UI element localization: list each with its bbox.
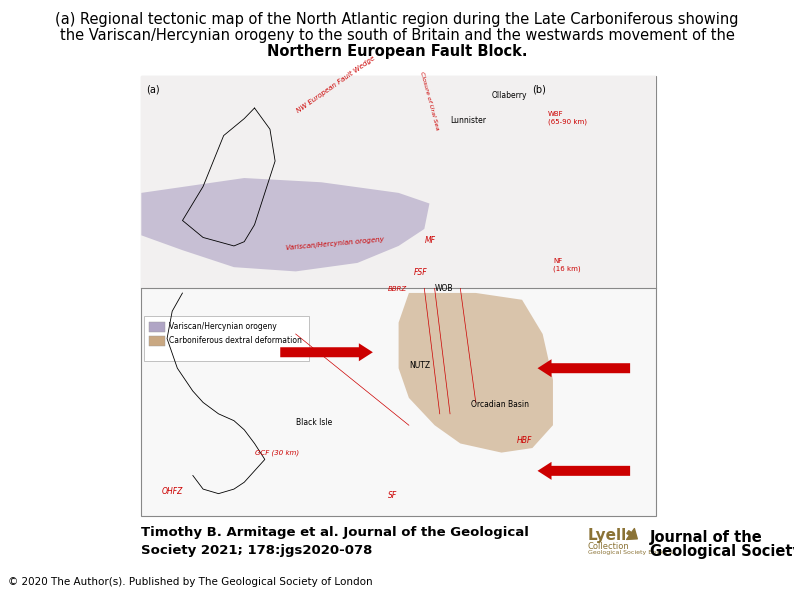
- Text: Carboniferous dextral deformation: Carboniferous dextral deformation: [169, 336, 303, 345]
- Text: Lunnister: Lunnister: [450, 116, 486, 125]
- Text: NF
(16 km): NF (16 km): [553, 258, 580, 272]
- Text: GCF (30 km): GCF (30 km): [255, 450, 299, 456]
- Bar: [141, 76, 656, 516]
- Polygon shape: [399, 293, 553, 453]
- Text: HBF: HBF: [517, 437, 532, 446]
- Text: Timothy B. Armitage et al. Journal of the Geological: Timothy B. Armitage et al. Journal of th…: [141, 527, 530, 540]
- Text: WBF
(65-90 km): WBF (65-90 km): [548, 111, 587, 125]
- Bar: [145, 316, 309, 361]
- Text: (a) Regional tectonic map of the North Atlantic region during the Late Carbonife: (a) Regional tectonic map of the North A…: [56, 12, 738, 27]
- Text: Collection: Collection: [588, 543, 630, 552]
- Text: Geological Society: Geological Society: [649, 544, 794, 559]
- Bar: [141, 76, 656, 289]
- Text: NUTZ: NUTZ: [409, 361, 430, 370]
- Text: Orcadian Basin: Orcadian Basin: [471, 400, 529, 409]
- Text: the Variscan/Hercynian orogeny to the south of Britain and the westwards movemen: the Variscan/Hercynian orogeny to the so…: [60, 28, 734, 43]
- Text: Geological Society Books &: Geological Society Books &: [588, 550, 673, 556]
- Text: SF: SF: [388, 491, 398, 500]
- Text: © 2020 The Author(s). Published by The Geological Society of London: © 2020 The Author(s). Published by The G…: [8, 577, 372, 587]
- Text: Lyell: Lyell: [588, 528, 626, 543]
- Text: Society 2021; 178:jgs2020-078: Society 2021; 178:jgs2020-078: [141, 544, 372, 558]
- FancyArrow shape: [538, 359, 630, 377]
- Text: Black Isle: Black Isle: [295, 418, 332, 427]
- FancyArrow shape: [280, 343, 373, 361]
- Text: Ollaberry: Ollaberry: [491, 91, 526, 100]
- Text: (a): (a): [146, 84, 160, 94]
- Text: Closure of Ural Sea: Closure of Ural Sea: [419, 70, 440, 130]
- Text: Northern European Fault Block.: Northern European Fault Block.: [267, 44, 527, 59]
- Text: NW European Fault Wedge: NW European Fault Wedge: [295, 55, 376, 114]
- Text: (b): (b): [532, 84, 546, 94]
- Bar: [149, 336, 165, 346]
- Text: Variscan/Hercynian orogeny: Variscan/Hercynian orogeny: [285, 237, 384, 251]
- Text: BBRZ: BBRZ: [388, 286, 407, 292]
- FancyArrow shape: [538, 462, 630, 480]
- Text: FSF: FSF: [414, 268, 428, 277]
- Polygon shape: [141, 178, 430, 271]
- Bar: [149, 322, 165, 332]
- Text: Variscan/Hercynian orogeny: Variscan/Hercynian orogeny: [169, 322, 277, 331]
- Text: OHFZ: OHFZ: [162, 487, 183, 496]
- Text: MF: MF: [424, 236, 435, 245]
- Text: Journal of the: Journal of the: [649, 531, 762, 546]
- Text: WOB: WOB: [434, 284, 453, 293]
